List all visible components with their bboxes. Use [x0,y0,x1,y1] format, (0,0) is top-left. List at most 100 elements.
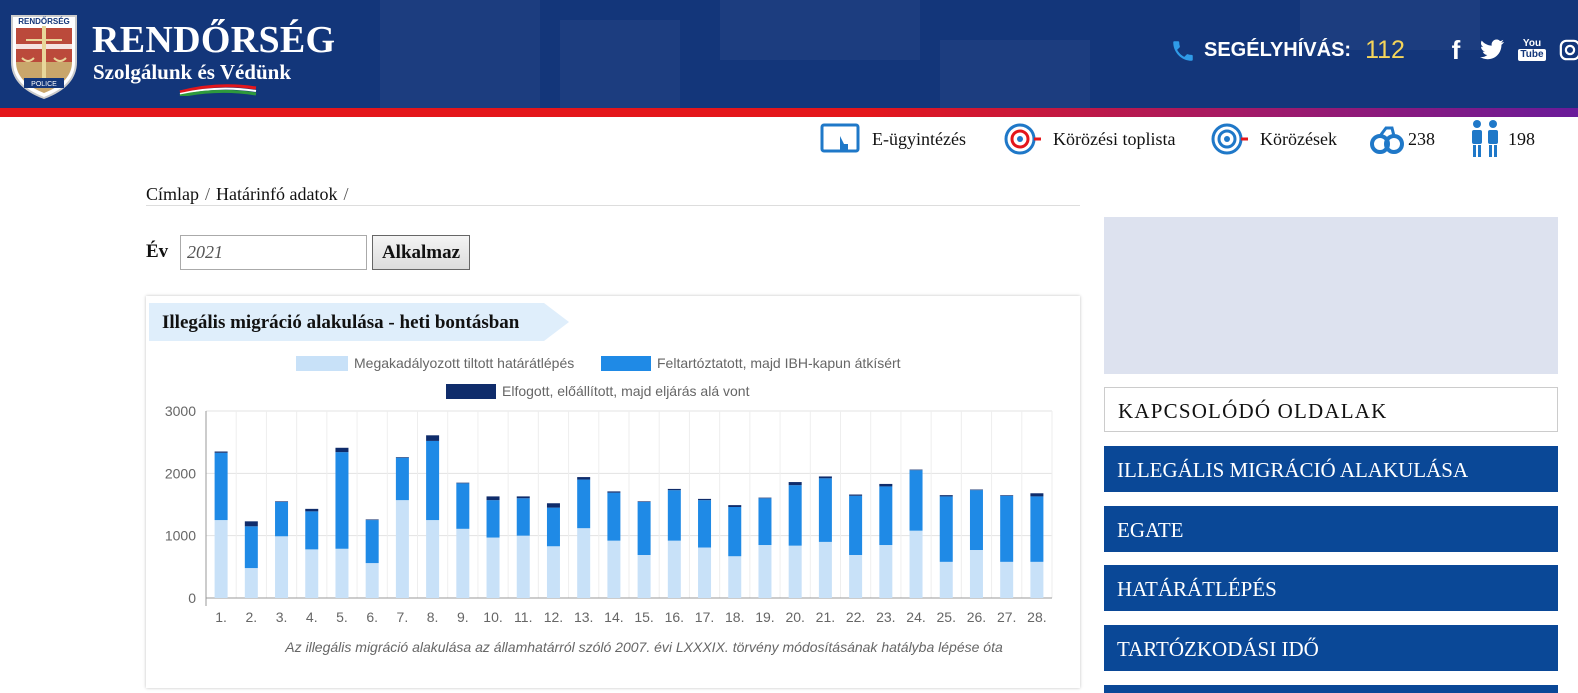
e-administration-label: E-ügyintézés [872,128,966,149]
legend-swatch [446,384,496,399]
bar-segment [1000,495,1014,562]
arrested-count: 238 [1408,128,1435,149]
bar-segment [1030,561,1044,598]
bar-segment [879,545,893,598]
brand-subtitle: Szolgálunk és Védünk [93,60,292,84]
legend-label: Feltartóztatott, majd IBH-kapun átkísért [657,355,901,371]
related-pages-heading: KAPCSOLÓDÓ OLDALAK [1104,387,1558,432]
site-header: POLICE RENDŐRSÉG RENDŐRSÉG Szolgálunk és… [0,0,1578,108]
wanted-toplist-label: Körözési toplista [1053,128,1176,149]
handcuffs-icon [1370,126,1404,154]
sidebar-link-residence-time[interactable]: TARTÓZKODÁSI IDŐ [1104,625,1558,671]
bar-segment [275,502,289,537]
x-tick-label: 8. [427,609,439,625]
sidebar-link-border-crossing[interactable]: HATÁRÁTLÉPÉS [1104,565,1558,611]
bar-segment [637,502,651,555]
bar-segment [214,452,228,521]
tricolor-swoosh [179,84,257,96]
wanted-link[interactable]: Körözések [1210,120,1337,158]
y-tick-label: 3000 [165,403,196,419]
bar-segment [335,548,349,598]
bar-segment [728,505,742,507]
sidebar-link-illegal-migration[interactable]: ILLEGÁLIS MIGRÁCIÓ ALAKULÁSA [1104,446,1558,492]
missing-count-link[interactable]: 198 [1468,120,1535,158]
bar-segment [939,496,953,562]
bar-segment [879,486,893,546]
x-tick-label: 11. [514,609,532,625]
police-logo[interactable]: POLICE RENDŐRSÉG [8,6,80,100]
emergency-hotline[interactable]: SEGÉLYHÍVÁS: 112 [1170,36,1405,65]
bar-segment [788,485,802,546]
missing-count: 198 [1508,128,1535,149]
legend-label: Megakadályozott tiltott határátlépés [354,355,574,371]
x-tick-label: 20. [785,609,804,625]
bar-segment [395,500,409,598]
tablet-touch-icon [820,123,860,153]
bar-segment [426,520,440,598]
apply-button[interactable]: Alkalmaz [372,235,470,270]
wanted-toplist-link[interactable]: Körözési toplista [1003,120,1175,158]
instagram-icon[interactable] [1556,36,1578,64]
bar-segment [426,435,440,441]
x-tick-label: 6. [366,609,378,625]
x-tick-label: 19. [755,609,774,625]
x-tick-label: 28. [1027,609,1046,625]
bar-segment [456,483,470,529]
e-administration-link[interactable]: E-ügyintézés [820,120,966,158]
breadcrumb-separator: / [205,184,211,204]
legend-swatch [601,356,651,371]
bar-segment [667,490,681,541]
sidebar-link-egate[interactable]: EGATE [1104,506,1558,552]
bar-segment [275,536,289,598]
bar-segment [607,492,621,541]
bar-segment [305,508,319,512]
x-tick-label: 14. [604,609,623,625]
hotline-label: SEGÉLYHÍVÁS: [1204,39,1352,61]
bar-segment [244,568,258,598]
breadcrumb-home[interactable]: Címlap [146,184,199,204]
breadcrumb-current[interactable]: Határinfó adatok [216,184,338,204]
x-tick-label: 27. [997,609,1016,625]
bar-segment [939,495,953,497]
bar-segment [305,511,319,550]
bar-segment [667,488,681,491]
bar-segment [969,489,983,491]
bar-segment [305,549,319,598]
hotline-number: 112 [1365,36,1405,64]
year-input[interactable] [180,235,367,270]
breadcrumb: Címlap / Határinfó adatok / [146,184,1080,206]
bar-segment [637,501,651,503]
x-tick-label: 21. [816,609,835,625]
chart-title: Illegális migráció alakulása - heti bont… [162,312,520,333]
bar-segment [698,500,712,548]
x-tick-label: 1. [215,609,227,625]
x-tick-label: 10. [483,609,502,625]
x-tick-label: 3. [276,609,288,625]
bar-segment [365,520,379,564]
bar-segment [244,526,258,569]
bar-segment [244,521,258,527]
bar-segment [849,494,863,496]
breadcrumb-separator: / [343,184,349,204]
arrested-count-link[interactable]: 238 [1370,120,1435,158]
bar-segment [728,556,742,598]
facebook-icon[interactable]: f [1451,34,1461,65]
bar-segment [969,490,983,551]
bar-segment [818,478,832,542]
sidebar-link-more[interactable] [1104,685,1558,693]
bar-segment [516,496,530,499]
youtube-icon[interactable]: You Tube [1518,38,1546,61]
twitter-icon[interactable] [1478,36,1506,64]
bar-segment [637,554,651,598]
bar-segment [698,547,712,598]
bar-segment [546,546,560,598]
bar-segment [969,550,983,598]
bar-segment [788,545,802,598]
x-tick-label: 5. [336,609,348,625]
y-tick-label: 1000 [165,528,196,544]
x-tick-label: 13. [574,609,593,625]
x-tick-label: 7. [397,609,409,625]
weekly-migration-chart: Megakadályozott tiltott határátlépés Felt… [165,355,1053,655]
x-tick-label: 4. [306,609,318,625]
bar-segment [577,477,591,480]
